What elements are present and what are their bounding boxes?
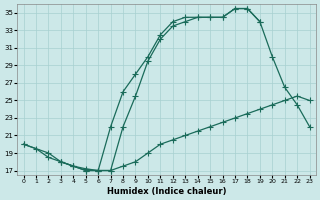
X-axis label: Humidex (Indice chaleur): Humidex (Indice chaleur) xyxy=(107,187,226,196)
